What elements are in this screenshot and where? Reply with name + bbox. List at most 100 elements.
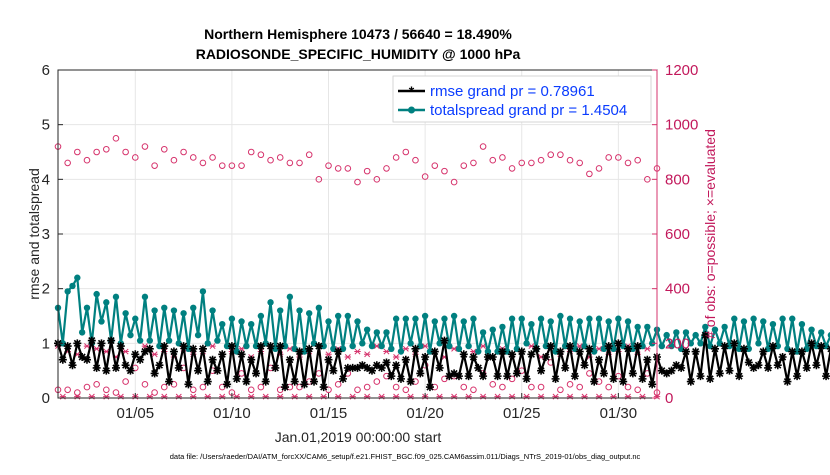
totalspread-point [112,293,120,301]
rmse-point [78,353,87,361]
obs-possible-point [537,383,545,391]
y2-tick-label: 0 [665,390,673,407]
obs-possible-point [141,381,149,388]
totalspread-point [484,348,492,355]
rmse-point [252,369,261,378]
totalspread-point [344,312,352,320]
obs-possible-point [257,383,265,391]
rmse-point [102,366,111,375]
totalspread-point [629,345,637,352]
obs-evaluated-point [402,345,410,352]
totalspread-point [359,340,366,347]
obs-possible-point [83,383,91,391]
rmse-point [68,361,77,370]
obs-evaluated-point [344,354,352,360]
totalspread-point [735,345,743,352]
obs-possible-point [595,165,603,172]
y2-tick-label: 1200 [665,62,698,79]
rmse-point [551,374,560,383]
obs-possible-point [431,162,439,169]
totalspread-point [475,348,482,355]
obs-evaluated-point [644,345,651,352]
totalspread-point [465,342,472,350]
obs-possible-point [373,176,381,183]
rmse-point [696,372,705,381]
rmse-point [764,363,773,372]
chart-title-line1: Northern Hemisphere 10473 / 56640 = 18.4… [204,26,512,42]
rmse-point [778,353,787,361]
footer-data-file: data file: /Users/raeder/DAI/ATM_forcXX/… [170,452,641,461]
obs-possible-point [296,159,303,167]
totalspread-point [663,331,670,339]
obs-possible-point [605,154,612,161]
totalspread-point [334,312,342,320]
rmse-point [189,344,198,353]
rmse-point [445,372,454,381]
rmse-point [807,339,816,348]
totalspread-point [219,321,226,328]
totalspread-point [426,348,434,355]
totalspread-point [591,348,598,355]
obs-possible-point [83,156,91,164]
rmse-point [295,347,304,356]
rmse-point [179,342,188,351]
rmse-point [387,372,396,381]
totalspread-point [682,329,690,336]
rmse-point [479,372,488,381]
totalspread-point [769,321,777,328]
totalspread-point [644,323,651,331]
rmse-point [643,355,652,364]
rmse-point [305,344,314,353]
y-tick-label: 0 [42,390,50,407]
obs-possible-point [363,167,371,175]
totalspread-point [673,329,680,336]
totalspread-point [185,345,192,352]
totalspread-point [460,318,467,325]
rmse-point [488,353,497,361]
rmse-point [604,342,613,351]
rmse-point [672,361,681,370]
obs-possible-point [402,148,410,156]
totalspread-point [615,315,622,322]
obs-possible-point [93,381,100,388]
rmse-point [266,342,275,351]
rmse-point [392,361,401,370]
x-tick-label: 01/20 [406,405,444,422]
totalspread-point [78,329,86,336]
obs-possible-point [74,148,81,156]
totalspread-point [547,318,554,325]
obs-possible-point [412,156,419,164]
obs-possible-point [383,165,390,172]
rmse-point [624,344,633,353]
obs-possible-point [305,151,313,159]
obs-possible-point [373,378,381,385]
totalspread-point [320,342,327,350]
totalspread-point [388,345,395,352]
rmse-point [242,377,251,386]
rmse-point [58,355,67,364]
totalspread-point [339,345,347,352]
totalspread-point [619,342,627,350]
rmse-point [730,339,739,348]
rmse-point [111,363,120,372]
totalspread-point [779,315,786,322]
totalspread-point [446,342,453,350]
totalspread-point [252,342,260,350]
obs-possible-point [586,370,593,377]
totalspread-point [141,293,149,301]
rmse-point [324,355,333,364]
rmse-point [648,380,657,389]
rmse-point [638,374,647,383]
totalspread-point [136,337,144,344]
obs-possible-point [644,176,651,183]
obs-possible-point [576,383,584,391]
rmse-point [585,344,594,353]
obs-possible-point [547,151,555,159]
x-axis-label: Jan.01,2019 00:00:00 start [275,429,442,445]
totalspread-point [668,342,675,350]
totalspread-point [528,321,535,328]
obs-possible-point [325,162,332,169]
totalspread-point [373,329,381,336]
obs-possible-point [64,159,71,167]
obs-possible-point [470,159,477,167]
